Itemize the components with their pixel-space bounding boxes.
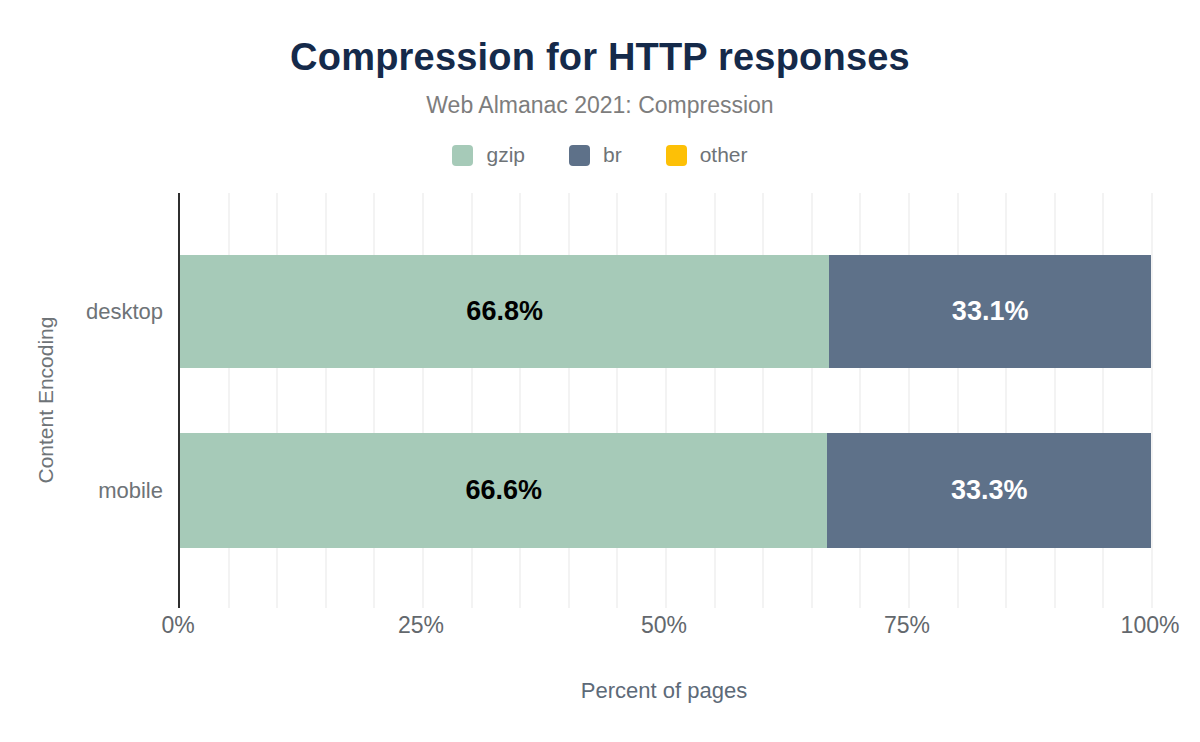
legend: gzip br other [0,143,1200,167]
bar-value-label: 33.1% [952,296,1029,327]
legend-swatch-icon [452,145,473,166]
bar-segment-mobile-br: 33.3% [827,433,1151,548]
chart-canvas: Compression for HTTP responses Web Alman… [0,0,1200,742]
plot-area: 66.8% 33.1% 66.6% 33.3% [178,193,1152,608]
x-tick-label: 75% [884,612,930,639]
category-label-mobile: mobile [0,478,163,504]
x-tick-label: 0% [161,612,194,639]
bar-value-label: 66.6% [465,475,542,506]
legend-swatch-icon [569,145,590,166]
legend-item-br: br [569,143,622,167]
bar-segment-desktop-gzip: 66.8% [180,255,829,368]
legend-label: gzip [486,143,525,167]
bar-value-label: 66.8% [466,296,543,327]
chart-subtitle: Web Almanac 2021: Compression [0,92,1200,119]
legend-item-other: other [666,143,748,167]
bar-value-label: 33.3% [951,475,1028,506]
legend-swatch-icon [666,145,687,166]
y-axis-title: Content Encoding [34,317,58,484]
x-axis-title: Percent of pages [581,678,747,704]
x-tick-label: 100% [1121,612,1180,639]
chart-title: Compression for HTTP responses [0,36,1200,79]
legend-label: br [603,143,622,167]
bar-segment-mobile-gzip: 66.6% [180,433,827,548]
category-label-desktop: desktop [0,299,163,325]
legend-item-gzip: gzip [452,143,525,167]
bar-row-mobile: 66.6% 33.3% [180,433,1152,548]
x-tick-label: 50% [641,612,687,639]
legend-label: other [700,143,748,167]
bar-segment-desktop-br: 33.1% [829,255,1151,368]
bar-row-desktop: 66.8% 33.1% [180,255,1152,368]
x-tick-label: 25% [398,612,444,639]
